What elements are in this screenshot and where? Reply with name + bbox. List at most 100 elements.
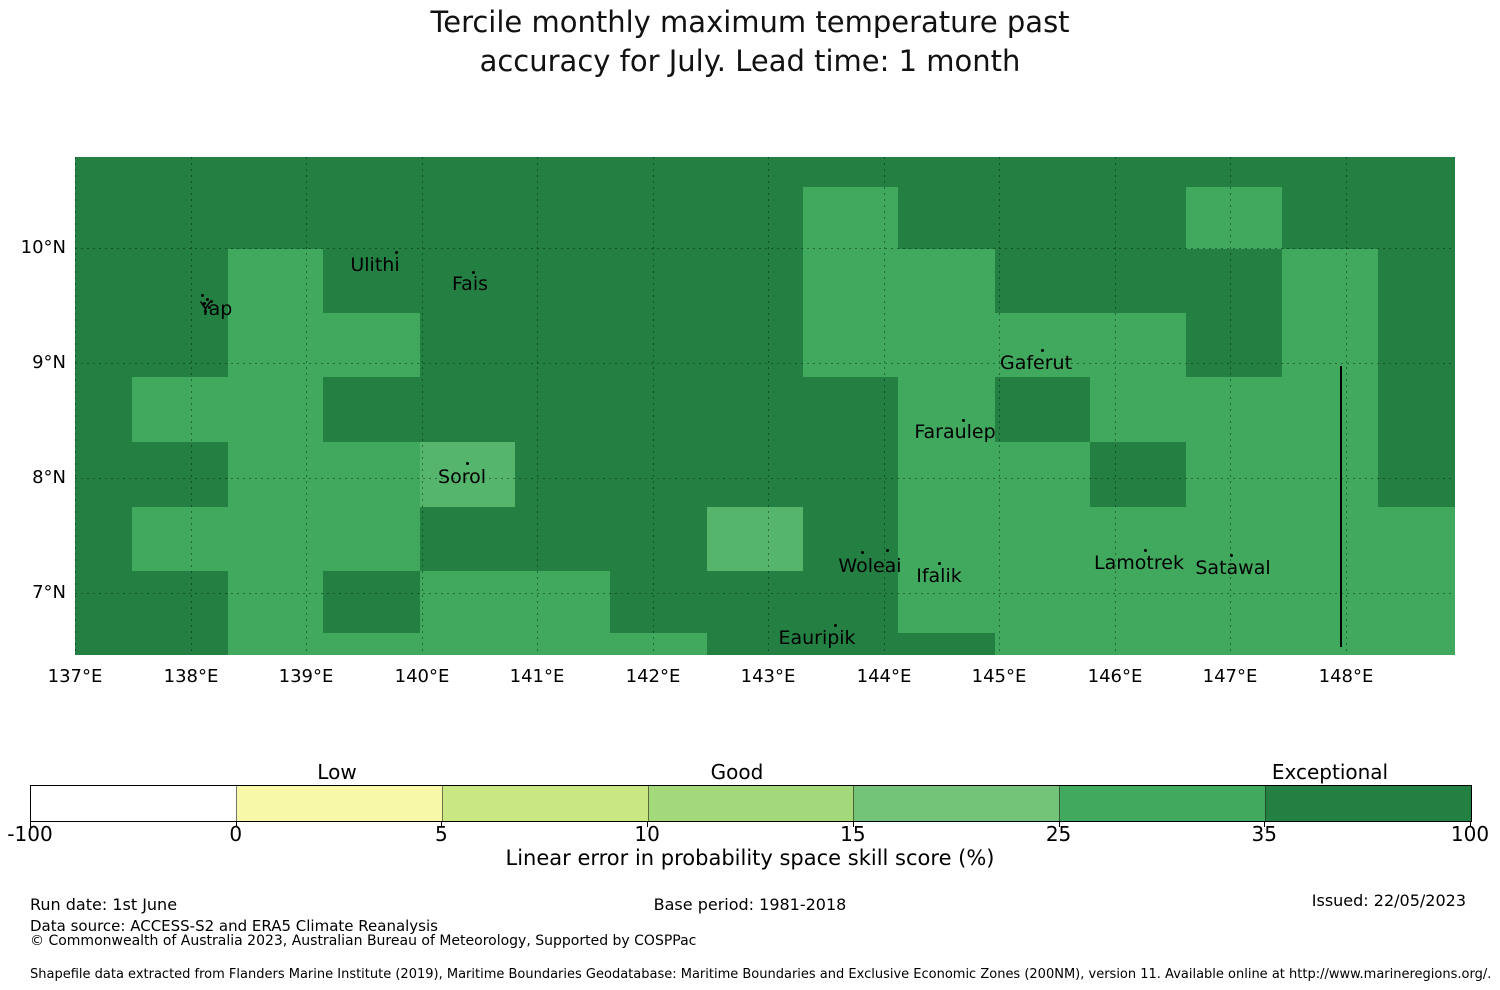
map-cell bbox=[1282, 633, 1379, 655]
map-cell bbox=[515, 571, 611, 634]
map-cell bbox=[1282, 249, 1379, 314]
map-cell bbox=[1378, 249, 1455, 314]
map-cell bbox=[228, 571, 324, 634]
map-cell bbox=[898, 313, 996, 378]
island-marker-dot bbox=[938, 562, 941, 565]
map-cell bbox=[75, 571, 133, 634]
map-cell bbox=[420, 377, 516, 443]
map-cell bbox=[323, 507, 421, 572]
map-cell bbox=[420, 507, 516, 572]
x-axis-tick-label: 138°E bbox=[163, 666, 219, 687]
map-cell bbox=[515, 157, 611, 188]
island-marker-dot bbox=[466, 462, 469, 465]
map-cell bbox=[610, 187, 708, 250]
y-axis-tick-label: 10°N bbox=[20, 237, 66, 258]
map-cell bbox=[995, 633, 1091, 655]
map-cell bbox=[898, 157, 996, 188]
map-cell bbox=[707, 633, 804, 655]
map-cell bbox=[1186, 249, 1283, 314]
y-axis-tick-label: 7°N bbox=[32, 582, 66, 603]
colorbar-segment bbox=[236, 786, 443, 821]
map-cell bbox=[228, 633, 324, 655]
y-axis-tick-label: 8°N bbox=[32, 467, 66, 488]
map-gridline-vertical bbox=[999, 157, 1000, 655]
map-gridline-horizontal bbox=[75, 248, 1455, 249]
colorbar-tick-mark bbox=[852, 821, 854, 827]
map-cell bbox=[323, 187, 421, 250]
colorbar-tick-label: 25 bbox=[1045, 822, 1072, 846]
map-plot-area: Yap Ulithi Fais Sorol Gaferut Faraulep Woleai I… bbox=[75, 157, 1455, 655]
colorbar-segment bbox=[1060, 786, 1267, 821]
map-cell bbox=[707, 571, 804, 634]
map-cell bbox=[75, 187, 133, 250]
eez-boundary-line bbox=[1340, 366, 1342, 647]
island-label: Ifalik bbox=[916, 565, 962, 587]
map-cell bbox=[1186, 571, 1283, 634]
x-axis-tick-label: 140°E bbox=[394, 666, 450, 687]
map-cell bbox=[1090, 313, 1187, 378]
map-cell bbox=[75, 442, 133, 508]
x-axis-tick-label: 145°E bbox=[971, 666, 1027, 687]
island-marker-dot bbox=[861, 551, 864, 554]
colorbar-tick-mark bbox=[1470, 821, 1471, 827]
map-cell bbox=[610, 507, 708, 572]
run-date-text: Run date: 1st June bbox=[30, 895, 178, 914]
map-cell bbox=[323, 157, 421, 188]
map-cell bbox=[610, 249, 708, 314]
map-cell bbox=[803, 249, 899, 314]
map-cell bbox=[323, 313, 421, 378]
map-cell bbox=[1378, 157, 1455, 188]
island-marker-dot bbox=[834, 624, 837, 627]
map-cell bbox=[132, 633, 229, 655]
map-cell bbox=[610, 313, 708, 378]
map-gridline-vertical bbox=[75, 157, 76, 655]
x-axis-tick-label: 139°E bbox=[278, 666, 334, 687]
map-cell bbox=[228, 157, 324, 188]
map-cell bbox=[898, 187, 996, 250]
map-gridline-vertical bbox=[768, 157, 769, 655]
map-cell bbox=[707, 187, 804, 250]
map-gridline-vertical bbox=[1230, 157, 1231, 655]
map-cell bbox=[1186, 507, 1283, 572]
map-cell bbox=[707, 249, 804, 314]
map-cell bbox=[75, 157, 133, 188]
island-label: Gaferut bbox=[999, 352, 1073, 374]
map-cell bbox=[515, 313, 611, 378]
colorbar-tick-label: 35 bbox=[1251, 822, 1277, 846]
map-cell bbox=[803, 571, 899, 634]
map-gridline-vertical bbox=[537, 157, 538, 655]
map-cell bbox=[610, 157, 708, 188]
yap-archipelago-icon bbox=[210, 300, 213, 303]
map-cell bbox=[1186, 187, 1283, 250]
colorbar-tick-label: 5 bbox=[435, 822, 448, 846]
map-cell bbox=[1378, 377, 1455, 443]
map-cell bbox=[995, 507, 1091, 572]
map-cell bbox=[515, 633, 611, 655]
chart-title-line1: Tercile monthly maximum temperature past bbox=[430, 5, 1070, 39]
map-gridline-vertical bbox=[653, 157, 654, 655]
map-cell bbox=[995, 571, 1091, 634]
map-cell bbox=[995, 187, 1091, 250]
map-cell bbox=[515, 249, 611, 314]
island-marker-dot bbox=[1144, 549, 1147, 552]
x-axis-tick-label: 144°E bbox=[856, 666, 912, 687]
map-cell bbox=[1090, 571, 1187, 634]
map-cell bbox=[995, 249, 1091, 314]
map-cell bbox=[995, 157, 1091, 188]
x-axis-tick-label: 137°E bbox=[47, 666, 103, 687]
island-marker-dot bbox=[962, 419, 965, 422]
map-cell bbox=[1090, 377, 1187, 443]
colorbar-segment bbox=[31, 786, 237, 821]
map-cell bbox=[132, 571, 229, 634]
map-cell bbox=[1090, 633, 1187, 655]
map-cell bbox=[323, 442, 421, 508]
x-axis-tick-label: 142°E bbox=[625, 666, 681, 687]
map-cell bbox=[707, 377, 804, 443]
map-cell bbox=[898, 249, 996, 314]
colorbar-segment bbox=[648, 786, 855, 821]
map-cell bbox=[803, 633, 899, 655]
map-cell bbox=[1186, 157, 1283, 188]
x-axis-tick-label: 146°E bbox=[1087, 666, 1143, 687]
map-gridline-horizontal bbox=[75, 478, 1455, 479]
